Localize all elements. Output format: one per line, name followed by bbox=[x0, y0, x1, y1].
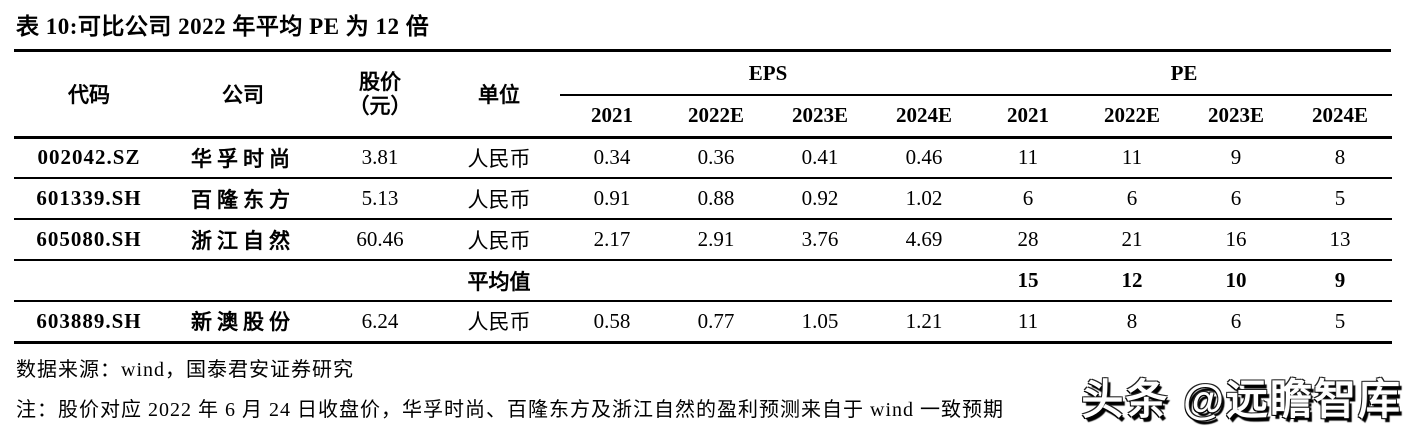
cell-eps-2024e: 1.21 bbox=[872, 301, 977, 344]
watermark: 头条 @远瞻智库 bbox=[1081, 376, 1402, 423]
cell-pe-2022e: 11 bbox=[1080, 137, 1185, 179]
cell-average-label: 平均值 bbox=[438, 260, 560, 302]
cell-pe-2022e: 6 bbox=[1080, 178, 1185, 220]
col-header-pe-2023e: 2023E bbox=[1184, 95, 1289, 139]
col-header-eps-2024e: 2024E bbox=[872, 95, 977, 139]
col-header-pe-2022e: 2022E bbox=[1080, 95, 1185, 139]
col-header-price-line2: （元） bbox=[348, 93, 412, 118]
header-years-row: 2021 2022E 2023E 2024E 2021 2022E 2023E … bbox=[14, 95, 1393, 139]
cell-eps-2021 bbox=[560, 260, 664, 302]
table-row-average: 平均值 15 12 10 9 bbox=[14, 260, 1393, 302]
cell-company: 百隆东方 bbox=[164, 178, 322, 220]
cell-eps-2021: 0.34 bbox=[560, 137, 664, 179]
col-header-pe-2021: 2021 bbox=[976, 95, 1081, 139]
cell-pe-2021: 6 bbox=[976, 178, 1081, 220]
cell-company bbox=[164, 260, 322, 302]
cell-eps-2021: 0.58 bbox=[560, 301, 664, 344]
cell-pe-2024e: 9 bbox=[1288, 260, 1393, 302]
cell-eps-2022e: 0.36 bbox=[664, 137, 768, 179]
cell-pe-2023e: 9 bbox=[1184, 137, 1289, 179]
cell-pe-2022e: 12 bbox=[1080, 260, 1185, 302]
cell-eps-2022e: 0.88 bbox=[664, 178, 768, 220]
cell-pe-2023e: 10 bbox=[1184, 260, 1289, 302]
cell-company: 华孚时尚 bbox=[164, 137, 322, 179]
table-row: 601339.SH 百隆东方 5.13 人民币 0.91 0.88 0.92 1… bbox=[14, 178, 1393, 220]
cell-price: 3.81 bbox=[322, 137, 438, 179]
cell-code: 601339.SH bbox=[14, 178, 164, 220]
cell-eps-2023e bbox=[768, 260, 872, 302]
col-group-pe: PE bbox=[976, 52, 1393, 96]
cell-pe-2023e: 16 bbox=[1184, 219, 1289, 261]
cell-pe-2021: 11 bbox=[976, 301, 1081, 344]
table-row: 603889.SH 新澳股份 6.24 人民币 0.58 0.77 1.05 1… bbox=[14, 301, 1393, 344]
cell-eps-2022e bbox=[664, 260, 768, 302]
cell-eps-2021: 0.91 bbox=[560, 178, 664, 220]
cell-unit: 人民币 bbox=[438, 137, 560, 179]
cell-eps-2023e: 3.76 bbox=[768, 219, 872, 261]
data-source: 数据来源：wind，国泰君安证券研究 bbox=[16, 358, 354, 381]
cell-company: 浙江自然 bbox=[164, 219, 322, 261]
cell-eps-2023e: 1.05 bbox=[768, 301, 872, 344]
cell-price: 6.24 bbox=[322, 301, 438, 344]
col-group-eps: EPS bbox=[560, 52, 977, 96]
cell-code: 605080.SH bbox=[14, 219, 164, 261]
cell-price bbox=[322, 260, 438, 302]
col-header-pe-2024e: 2024E bbox=[1288, 95, 1393, 139]
cell-pe-2023e: 6 bbox=[1184, 301, 1289, 344]
cell-eps-2024e: 1.02 bbox=[872, 178, 977, 220]
cell-code: 603889.SH bbox=[14, 301, 164, 344]
col-header-eps-2022e: 2022E bbox=[664, 95, 768, 139]
col-header-price: 股价 （元） bbox=[322, 52, 438, 139]
cell-eps-2024e: 4.69 bbox=[872, 219, 977, 261]
cell-eps-2024e bbox=[872, 260, 977, 302]
cell-price: 5.13 bbox=[322, 178, 438, 220]
cell-code: 002042.SZ bbox=[14, 137, 164, 179]
cell-pe-2024e: 8 bbox=[1288, 137, 1393, 179]
cell-pe-2021: 11 bbox=[976, 137, 1081, 179]
cell-pe-2024e: 5 bbox=[1288, 178, 1393, 220]
cell-pe-2021: 28 bbox=[976, 219, 1081, 261]
cell-pe-2021: 15 bbox=[976, 260, 1081, 302]
col-header-company: 公司 bbox=[164, 52, 322, 139]
cell-unit: 人民币 bbox=[438, 219, 560, 261]
col-header-price-line1: 股价 bbox=[359, 69, 401, 94]
cell-pe-2022e: 8 bbox=[1080, 301, 1185, 344]
cell-pe-2024e: 13 bbox=[1288, 219, 1393, 261]
cell-company: 新澳股份 bbox=[164, 301, 322, 344]
cell-eps-2023e: 0.41 bbox=[768, 137, 872, 179]
col-header-code: 代码 bbox=[14, 52, 164, 139]
table-row: 002042.SZ 华孚时尚 3.81 人民币 0.34 0.36 0.41 0… bbox=[14, 137, 1393, 179]
cell-eps-2024e: 0.46 bbox=[872, 137, 977, 179]
col-header-eps-2023e: 2023E bbox=[768, 95, 872, 139]
comparable-companies-table: 代码 公司 股价 （元） 单位 EPS PE 2021 2022E 2023E … bbox=[14, 52, 1393, 344]
cell-unit: 人民币 bbox=[438, 178, 560, 220]
cell-pe-2024e: 5 bbox=[1288, 301, 1393, 344]
cell-eps-2022e: 2.91 bbox=[664, 219, 768, 261]
cell-code bbox=[14, 260, 164, 302]
header-group-row: 代码 公司 股价 （元） 单位 EPS PE bbox=[14, 52, 1393, 139]
col-header-unit: 单位 bbox=[438, 52, 560, 139]
cell-eps-2023e: 0.92 bbox=[768, 178, 872, 220]
table-row: 605080.SH 浙江自然 60.46 人民币 2.17 2.91 3.76 … bbox=[14, 219, 1393, 261]
cell-eps-2021: 2.17 bbox=[560, 219, 664, 261]
cell-pe-2023e: 6 bbox=[1184, 178, 1289, 220]
cell-pe-2022e: 21 bbox=[1080, 219, 1185, 261]
col-header-eps-2021: 2021 bbox=[560, 95, 664, 139]
footnote: 注：股价对应 2022 年 6 月 24 日收盘价，华孚时尚、百隆东方及浙江自然… bbox=[16, 398, 1004, 421]
cell-eps-2022e: 0.77 bbox=[664, 301, 768, 344]
cell-unit: 人民币 bbox=[438, 301, 560, 344]
table-title: 表 10:可比公司 2022 年平均 PE 为 12 倍 bbox=[14, 4, 1391, 52]
cell-price: 60.46 bbox=[322, 219, 438, 261]
